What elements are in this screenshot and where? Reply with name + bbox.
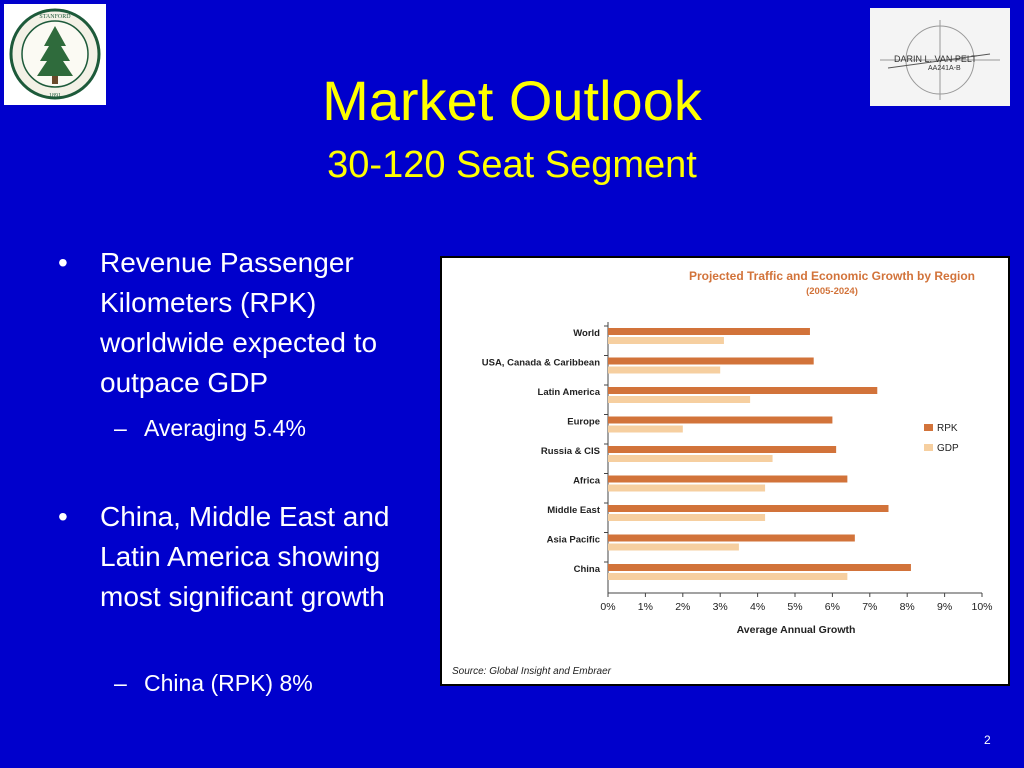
gdp-bar [608,425,683,433]
legend-swatch [924,444,933,451]
category-label: Asia Pacific [547,535,600,546]
category-label: Africa [573,476,601,487]
chart-source: Source: Global Insight and Embraer [452,666,612,677]
rpk-bar [608,475,848,483]
gdp-bar [608,455,773,462]
legend-swatch [924,424,933,431]
legend-label: GDP [937,443,959,454]
gdp-bar [608,337,724,344]
rpk-bar [608,505,889,512]
rpk-bar [608,416,833,424]
gdp-bar [608,573,848,580]
rpk-bar [608,387,878,394]
svg-text:AA241A-B: AA241A-B [928,65,961,72]
category-label: USA, Canada & Caribbean [482,358,600,369]
x-tick-label: 1% [638,601,653,613]
dash-icon: – [114,670,127,696]
slide-title: Market Outlook [322,69,702,132]
category-label: Europe [567,417,600,428]
bullet-dot-icon: • [58,501,68,532]
sub-bullet-text: China (RPK) 8% [144,670,313,696]
x-tick-label: 4% [750,601,765,613]
gdp-bar [608,366,721,374]
x-tick-label: 6% [825,601,840,613]
x-tick-label: 9% [937,601,952,613]
slide-number: 2 [984,733,991,747]
category-label: China [574,564,601,575]
category-label: Russia & CIS [541,446,600,457]
rpk-bar [608,446,837,453]
svg-text:STANFORD: STANFORD [39,14,71,20]
category-label: Middle East [547,505,601,516]
gdp-bar [608,484,766,492]
gdp-bar [608,396,751,403]
x-axis-label: Average Annual Growth [737,624,856,636]
x-tick-label: 5% [787,601,802,613]
bullet-text: China, Middle East and Latin America sho… [100,501,390,612]
chart-title: Projected Traffic and Economic Growth by… [689,269,975,283]
legend-label: RPK [937,423,958,434]
gdp-bar [608,543,739,551]
gdp-bar [608,514,766,521]
chart-subtitle: (2005-2024) [806,286,858,297]
x-tick-label: 0% [600,601,615,613]
x-tick-label: 8% [900,601,915,613]
title-block-logo: DARIN L. VAN PELT AA241A-B [870,8,1010,106]
rpk-bar [608,534,855,542]
rpk-bar [608,564,911,571]
x-tick-label: 7% [862,601,877,613]
bar-chart: Projected Traffic and Economic Growth by… [452,269,993,677]
dash-icon: – [114,415,127,441]
university-seal-logo: STANFORD 1891 [4,4,106,105]
x-tick-label: 2% [675,601,690,613]
svg-text:1891: 1891 [49,93,61,99]
chart-panel: Projected Traffic and Economic Growth by… [440,256,1010,686]
bullet-text: Revenue Passenger Kilometers (RPK) world… [100,247,378,398]
rpk-bar [608,357,814,365]
category-label: Latin America [538,387,601,398]
sub-bullet-text: Averaging 5.4% [144,415,306,441]
bullet-dot-icon: • [58,247,68,278]
x-tick-label: 3% [713,601,728,613]
rpk-bar [608,328,810,335]
x-tick-label: 10% [971,601,992,613]
svg-text:DARIN L. VAN PELT: DARIN L. VAN PELT [894,54,977,64]
slide-subtitle: 30-120 Seat Segment [327,144,697,186]
category-label: World [573,328,600,339]
